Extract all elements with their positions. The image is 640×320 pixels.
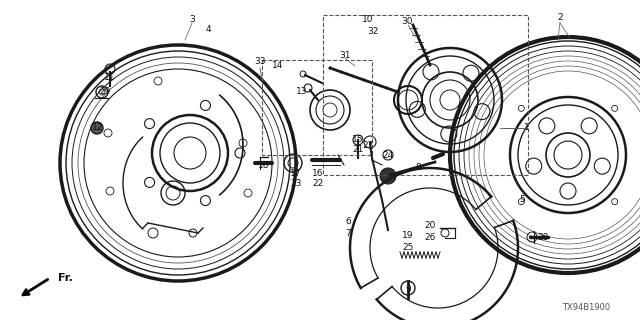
Text: 10: 10 [362,15,374,25]
Text: 18: 18 [259,161,269,170]
Text: 3: 3 [189,15,195,25]
Text: 13: 13 [296,87,308,97]
Text: 14: 14 [272,60,284,69]
Text: 11: 11 [104,74,116,83]
Text: 1: 1 [524,124,530,132]
Text: 7: 7 [345,228,351,237]
Text: 2: 2 [557,13,563,22]
Text: 4: 4 [205,26,211,35]
Text: 9: 9 [405,285,411,294]
Bar [323,15,528,175]
Text: 28: 28 [538,233,548,242]
Text: 32: 32 [367,28,379,36]
Text: 24: 24 [382,150,394,159]
Text: 15: 15 [352,135,364,145]
Text: 8: 8 [415,164,421,172]
Text: 31: 31 [339,51,351,60]
Text: 16: 16 [312,169,324,178]
Text: 19: 19 [403,230,413,239]
Text: 22: 22 [312,179,324,188]
Text: Fr.: Fr. [58,273,73,283]
Text: 23: 23 [291,179,301,188]
Text: 12: 12 [92,124,104,132]
Text: 6: 6 [345,218,351,227]
Text: 27: 27 [362,140,374,149]
Text: 20: 20 [424,220,436,229]
Circle shape [91,122,103,134]
Text: TX94B1900: TX94B1900 [562,303,610,313]
Bar [262,60,372,155]
Text: 30: 30 [401,18,413,27]
Text: 17: 17 [291,169,301,178]
Text: 26: 26 [424,234,436,243]
Text: 21: 21 [352,146,364,155]
Text: 25: 25 [403,244,413,252]
Text: 29: 29 [99,87,111,97]
Text: 5: 5 [519,196,525,204]
Circle shape [380,168,396,184]
Text: 33: 33 [254,58,266,67]
